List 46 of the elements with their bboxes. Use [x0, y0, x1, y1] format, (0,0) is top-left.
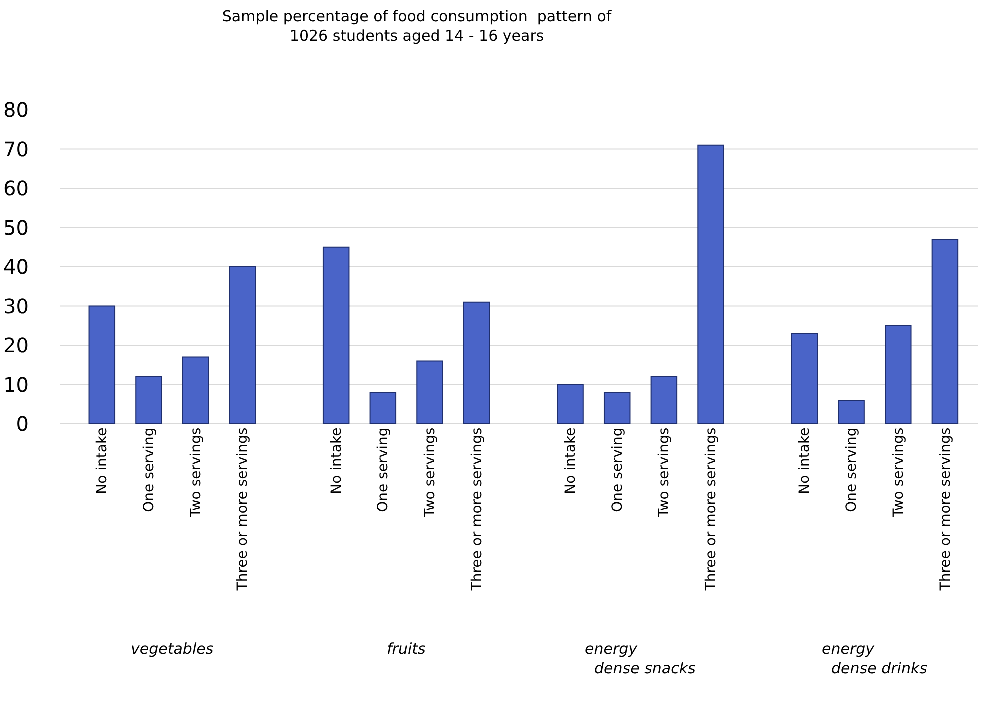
- bar: [182, 356, 210, 424]
- x-tick-label: No intake: [328, 428, 345, 494]
- text: energy dense drinks: [822, 640, 928, 678]
- text: vegetables: [131, 640, 214, 658]
- bar: [557, 384, 584, 424]
- x-tick-label: One serving: [610, 428, 626, 512]
- bar: [88, 306, 116, 424]
- bar: [229, 266, 256, 424]
- x-tick-label: Three or more servings: [938, 428, 954, 592]
- y-tick-label: 80: [4, 98, 29, 122]
- chart-title: Sample percentage of food consumption pattern of 1026 students aged 14 - 16 years: [222, 8, 612, 46]
- bar: [698, 144, 724, 424]
- x-tick-label: One serving: [376, 428, 392, 512]
- bar: [604, 392, 631, 424]
- bar: [650, 376, 678, 424]
- y-tick-label: 50: [4, 216, 29, 240]
- x-tick-label: Three or more servings: [235, 428, 252, 592]
- bar: [838, 400, 865, 424]
- y-tick-label: 60: [4, 176, 29, 200]
- x-tick-label: No intake: [563, 428, 580, 494]
- y-tick-label: 0: [16, 412, 29, 436]
- y-tick-label: 10: [4, 372, 29, 397]
- x-tick-label: Two servings: [188, 428, 204, 518]
- bar: [932, 239, 959, 424]
- text: fruits: [387, 640, 426, 658]
- y-tick-label: 20: [4, 334, 29, 358]
- x-tick-label: Three or more servings: [469, 428, 486, 592]
- bar: [791, 333, 818, 424]
- x-tick-label: One serving: [142, 428, 158, 512]
- bar: [136, 376, 162, 424]
- x-tick-label: Two servings: [656, 428, 673, 518]
- x-tick-label: One serving: [844, 428, 860, 512]
- x-tick-label: Two servings: [422, 428, 439, 518]
- bar: [463, 302, 490, 424]
- bar: [370, 392, 397, 424]
- x-tick-label: No intake: [94, 428, 111, 494]
- bar: [885, 325, 912, 424]
- y-tick-label: 40: [4, 255, 29, 279]
- bar: [322, 246, 350, 424]
- x-tick-label: Two servings: [890, 428, 907, 518]
- y-tick-label: 70: [4, 137, 29, 162]
- text: energy dense snacks: [585, 640, 696, 678]
- bar: [416, 360, 444, 424]
- x-tick-label: Three or more servings: [704, 428, 720, 592]
- y-tick-label: 30: [4, 294, 29, 318]
- x-tick-label: No intake: [797, 428, 814, 494]
